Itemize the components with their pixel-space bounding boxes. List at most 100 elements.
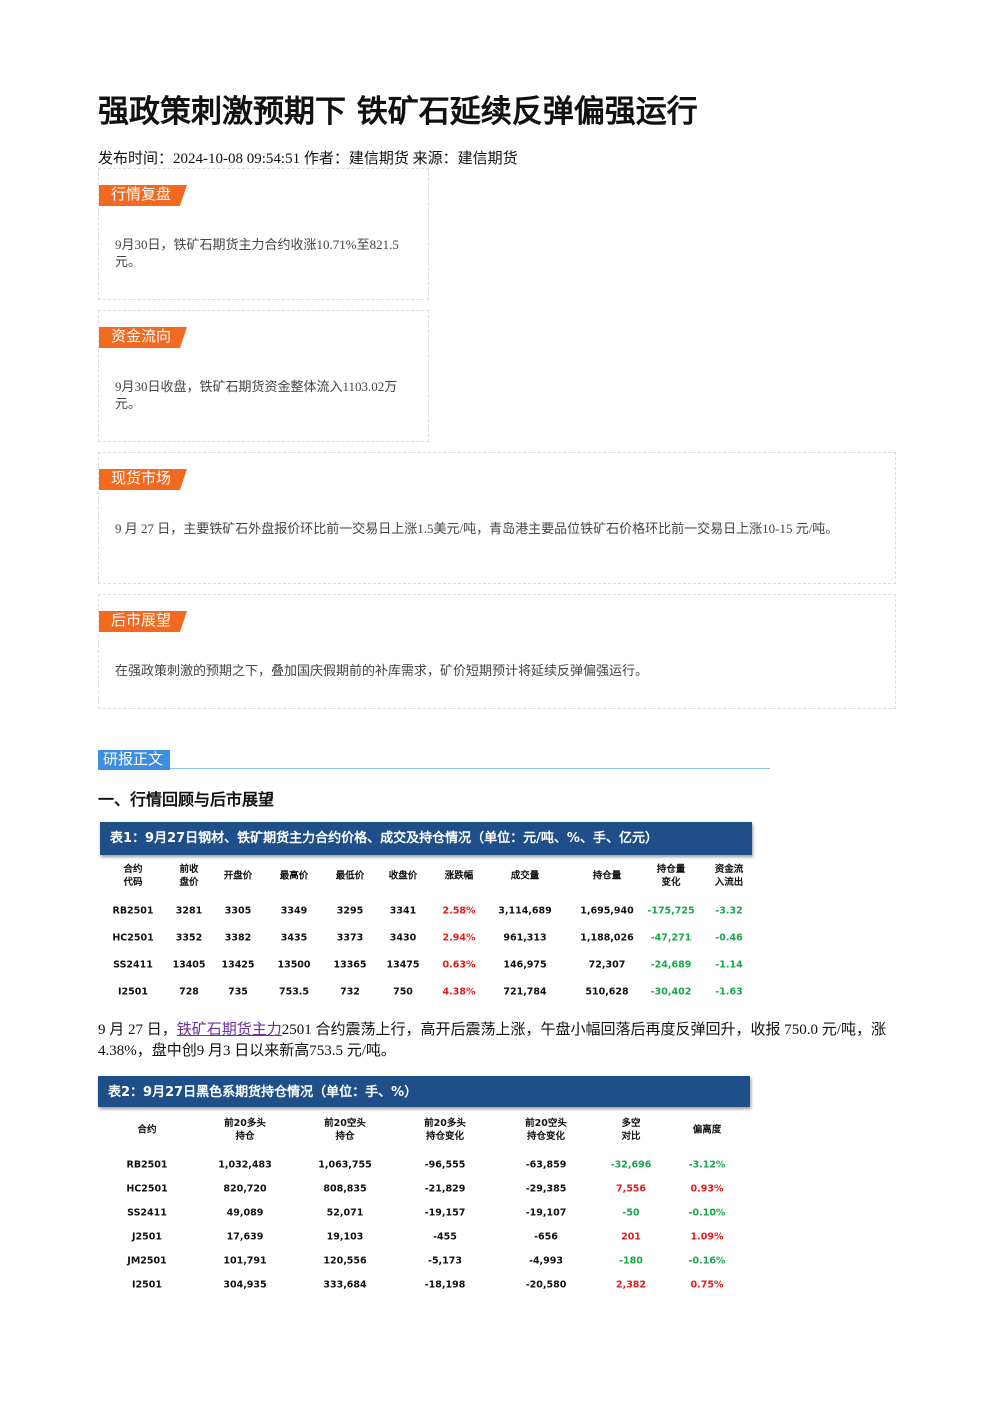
table-cell: -32,696 xyxy=(610,1159,652,1171)
column-header: 开盘价 xyxy=(223,870,253,882)
paragraph: 9 月 27 日，铁矿石期货主力2501 合约震荡上行，高开后震荡上涨，午盘小幅… xyxy=(98,1020,888,1062)
table-cell: 3373 xyxy=(336,932,364,944)
table-cell: J2501 xyxy=(132,1231,162,1243)
table-cell: 0.63% xyxy=(442,959,476,971)
column-header: 前20多头 持仓 xyxy=(224,1118,266,1142)
section-text: 9月30日收盘，铁矿石期货资金整体流入1103.02万元。 xyxy=(115,379,398,411)
section-box: 后市展望 在强政策刺激的预期之下，叠加国庆假期前的补库需求，矿价短期预计将延续反… xyxy=(98,594,896,709)
text: 9 月 27 日， xyxy=(98,1022,177,1038)
table-cell: 13475 xyxy=(386,959,420,971)
table-cell: 3295 xyxy=(336,905,364,917)
table-cell: -19,157 xyxy=(424,1207,466,1219)
table-cell: -19,107 xyxy=(525,1207,567,1219)
section-label: 行情复盘 xyxy=(99,185,187,206)
table-cell: 13405 xyxy=(172,959,206,971)
column-header: 持仓量 变化 xyxy=(656,864,686,888)
table-cell: -0.16% xyxy=(688,1255,726,1267)
table-cell: -455 xyxy=(433,1231,457,1243)
table-cell: SS2411 xyxy=(127,1207,167,1219)
table-cell: SS2411 xyxy=(113,959,153,971)
table-cell: 1,695,940 xyxy=(580,905,634,917)
table-cell: HC2501 xyxy=(112,932,154,944)
table-cell: I2501 xyxy=(132,1279,162,1291)
table-cell: 1.09% xyxy=(690,1231,724,1243)
table-cell: 3349 xyxy=(280,905,308,917)
table-cell: 2,382 xyxy=(615,1279,647,1291)
table-cell: 753.5 xyxy=(278,986,310,998)
column-header: 收盘价 xyxy=(388,870,418,882)
table-cell: 1,032,483 xyxy=(218,1159,272,1171)
section-label: 后市展望 xyxy=(99,611,187,632)
table-cell: 732 xyxy=(340,986,360,998)
table-cell: RB2501 xyxy=(126,1159,168,1171)
table-cell: -47,271 xyxy=(650,932,692,944)
table-cell: I2501 xyxy=(118,986,148,998)
table-title: 表1：9月27日钢材、铁矿期货主力合约价格、成交及持仓情况（单位：元/吨、%、手… xyxy=(100,822,752,855)
text: 2501 合约震荡上行，高开后震荡上涨，午盘小幅回落后再度反弹回升，收报 750… xyxy=(98,1022,886,1059)
column-header: 偏离度 xyxy=(692,1124,722,1136)
table-cell: -1.14 xyxy=(715,959,743,971)
table-cell: 820,720 xyxy=(223,1183,267,1195)
table-cell: 13365 xyxy=(333,959,367,971)
section-text: 9 月 27 日，主要铁矿石外盘报价环比前一交易日上涨1.5美元/吨，青岛港主要… xyxy=(115,521,839,536)
link[interactable]: 铁矿石期货主力 xyxy=(176,1022,282,1038)
table-cell: 7,556 xyxy=(615,1183,647,1195)
table-cell: 808,835 xyxy=(323,1183,367,1195)
table-cell: 52,071 xyxy=(326,1207,364,1219)
section-label: 现货市场 xyxy=(99,469,187,490)
divider xyxy=(98,768,770,769)
heading: 一、行情回顾与后市展望 xyxy=(98,790,275,809)
table-cell: 304,935 xyxy=(223,1279,267,1291)
section-label: 资金流向 xyxy=(99,327,187,348)
section-text: 9月30日，铁矿石期货主力合约收涨10.71%至821.5元。 xyxy=(115,237,399,269)
title: 强政策刺激预期下 铁矿石延续反弹偏强运行 xyxy=(98,94,698,130)
table-cell: 1,188,026 xyxy=(580,932,634,944)
table-cell: -63,859 xyxy=(525,1159,567,1171)
table-cell: 0.75% xyxy=(690,1279,724,1291)
table-cell: 3352 xyxy=(175,932,203,944)
table-title: 表2：9月27日黑色系期货持仓情况（单位：手、%） xyxy=(98,1076,750,1107)
table-cell: 721,784 xyxy=(503,986,547,998)
table-cell: 19,103 xyxy=(326,1231,364,1243)
column-header: 最低价 xyxy=(335,870,365,882)
section-box: 现货市场 9 月 27 日，主要铁矿石外盘报价环比前一交易日上涨1.5美元/吨，… xyxy=(98,452,896,584)
table-cell: 3,114,689 xyxy=(498,905,552,917)
column-header: 成交量 xyxy=(510,870,540,882)
table-cell: 2.94% xyxy=(442,932,476,944)
table-cell: 1,063,755 xyxy=(318,1159,372,1171)
table-cell: 333,684 xyxy=(323,1279,367,1291)
table-cell: 72,307 xyxy=(588,959,626,971)
table-cell: -0.46 xyxy=(715,932,743,944)
table-cell: 101,791 xyxy=(223,1255,267,1267)
column-header: 合约 xyxy=(137,1124,157,1136)
table-cell: 120,556 xyxy=(323,1255,367,1267)
section-box: 行情复盘 9月30日，铁矿石期货主力合约收涨10.71%至821.5元。 xyxy=(98,168,429,300)
table-cell: -3.32 xyxy=(715,905,743,917)
meta: 发布时间：2024-10-08 09:54:51 作者：建信期货 来源：建信期货 xyxy=(98,151,518,167)
column-header: 合约 代码 xyxy=(123,864,143,888)
table-cell: -50 xyxy=(622,1207,640,1219)
table-cell: -20,580 xyxy=(525,1279,567,1291)
table-cell: 4.38% xyxy=(442,986,476,998)
table-cell: 961,313 xyxy=(503,932,547,944)
column-header: 前20空头 持仓变化 xyxy=(525,1118,567,1142)
table-cell: 3382 xyxy=(224,932,252,944)
table-cell: 2.58% xyxy=(442,905,476,917)
table-cell: -3.12% xyxy=(688,1159,726,1171)
table-cell: JM2501 xyxy=(127,1255,167,1267)
table-cell: -30,402 xyxy=(650,986,692,998)
column-header: 前收 盘价 xyxy=(179,864,199,888)
table-cell: 735 xyxy=(228,986,248,998)
table-cell: 146,975 xyxy=(503,959,547,971)
table-cell: 3435 xyxy=(280,932,308,944)
body-label: 研报正文 xyxy=(98,750,170,770)
table-cell: RB2501 xyxy=(112,905,154,917)
table-cell: 3430 xyxy=(389,932,417,944)
column-header: 持仓量 xyxy=(592,870,622,882)
table-cell: 0.93% xyxy=(690,1183,724,1195)
table-cell: 3305 xyxy=(224,905,252,917)
table-cell: -18,198 xyxy=(424,1279,466,1291)
table-cell: 201 xyxy=(621,1231,641,1243)
table-cell: -29,385 xyxy=(525,1183,567,1195)
